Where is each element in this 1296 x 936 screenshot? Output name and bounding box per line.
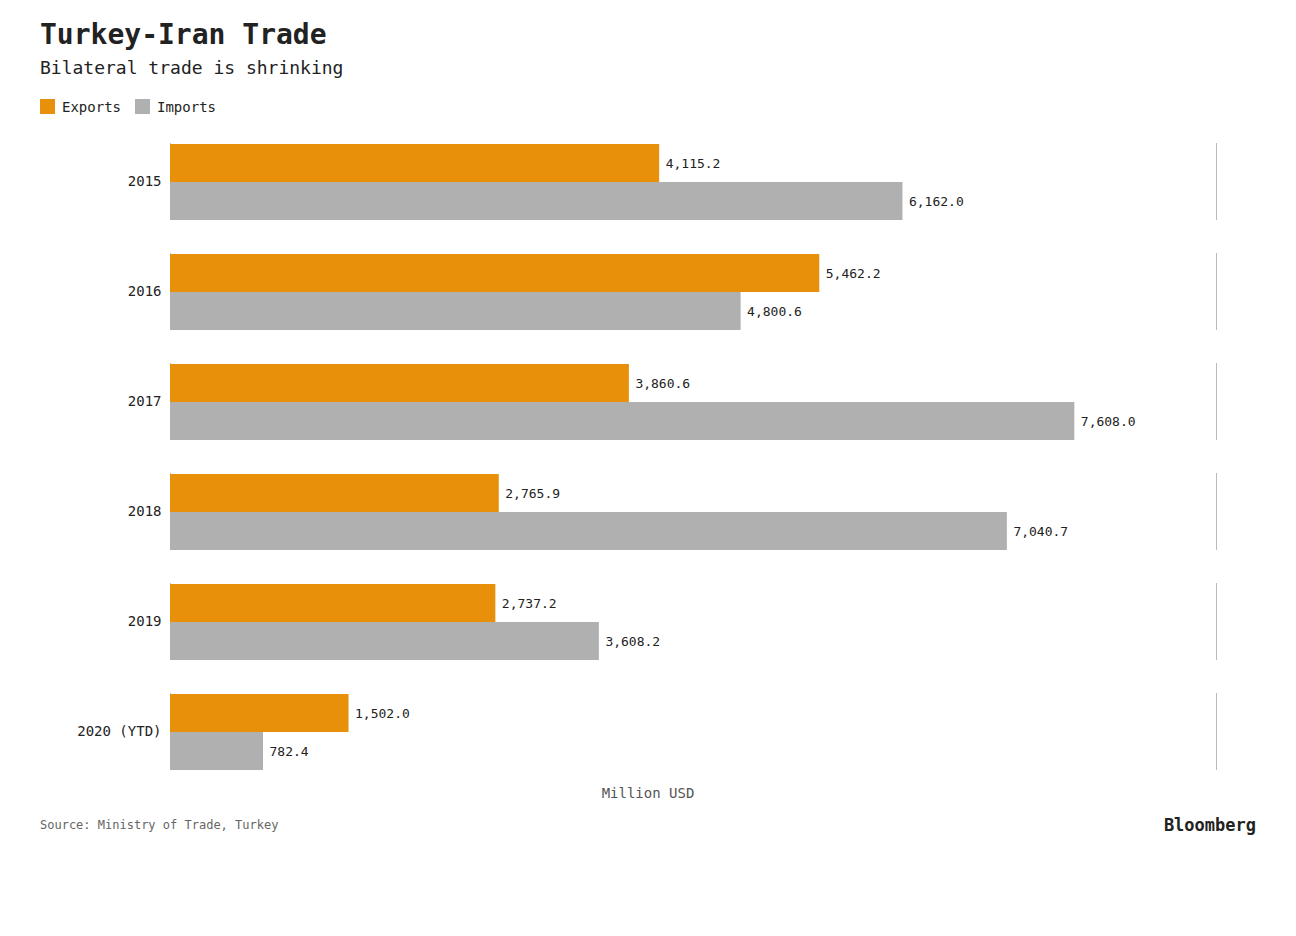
html-text:Source: Ministry of Trade, Tur: Source: Ministry of Trade, Turkey xyxy=(40,818,279,832)
svg-text:6,162.0: 6,162.0 xyxy=(909,194,964,209)
svg-text:7,040.7: 7,040.7 xyxy=(1013,524,1068,539)
svg-text:4,800.6: 4,800.6 xyxy=(747,304,802,319)
svg-text:782.4: 782.4 xyxy=(269,744,308,759)
svg-text:2,765.9: 2,765.9 xyxy=(505,486,560,501)
html-text:Turkey-Iran Trade: Turkey-Iran Trade xyxy=(40,18,327,51)
svg-text:1,502.0: 1,502.0 xyxy=(355,706,410,721)
svg-text:3,608.2: 3,608.2 xyxy=(605,634,660,649)
svg-text:3,860.6: 3,860.6 xyxy=(635,376,690,391)
svg-text:2015: 2015 xyxy=(128,173,162,189)
svg-text:7,608.0: 7,608.0 xyxy=(1081,414,1136,429)
svg-text:2016: 2016 xyxy=(128,283,162,299)
svg-text:2019: 2019 xyxy=(128,613,162,629)
svg-text:2018: 2018 xyxy=(128,503,162,519)
svg-text:5,462.2: 5,462.2 xyxy=(826,266,881,281)
svg-text:2020 (YTD): 2020 (YTD) xyxy=(77,723,161,739)
html-text:Bilateral trade is shrinking: Bilateral trade is shrinking xyxy=(40,57,344,78)
html-text:Bloomberg: Bloomberg xyxy=(1163,815,1256,835)
svg-text:2,737.2: 2,737.2 xyxy=(502,596,557,611)
html-text:Million USD: Million USD xyxy=(601,785,695,801)
svg-text:2017: 2017 xyxy=(128,393,162,409)
html-text:Imports: Imports xyxy=(157,98,216,115)
svg-text:4,115.2: 4,115.2 xyxy=(666,156,721,171)
html-text:Exports: Exports xyxy=(62,98,121,115)
